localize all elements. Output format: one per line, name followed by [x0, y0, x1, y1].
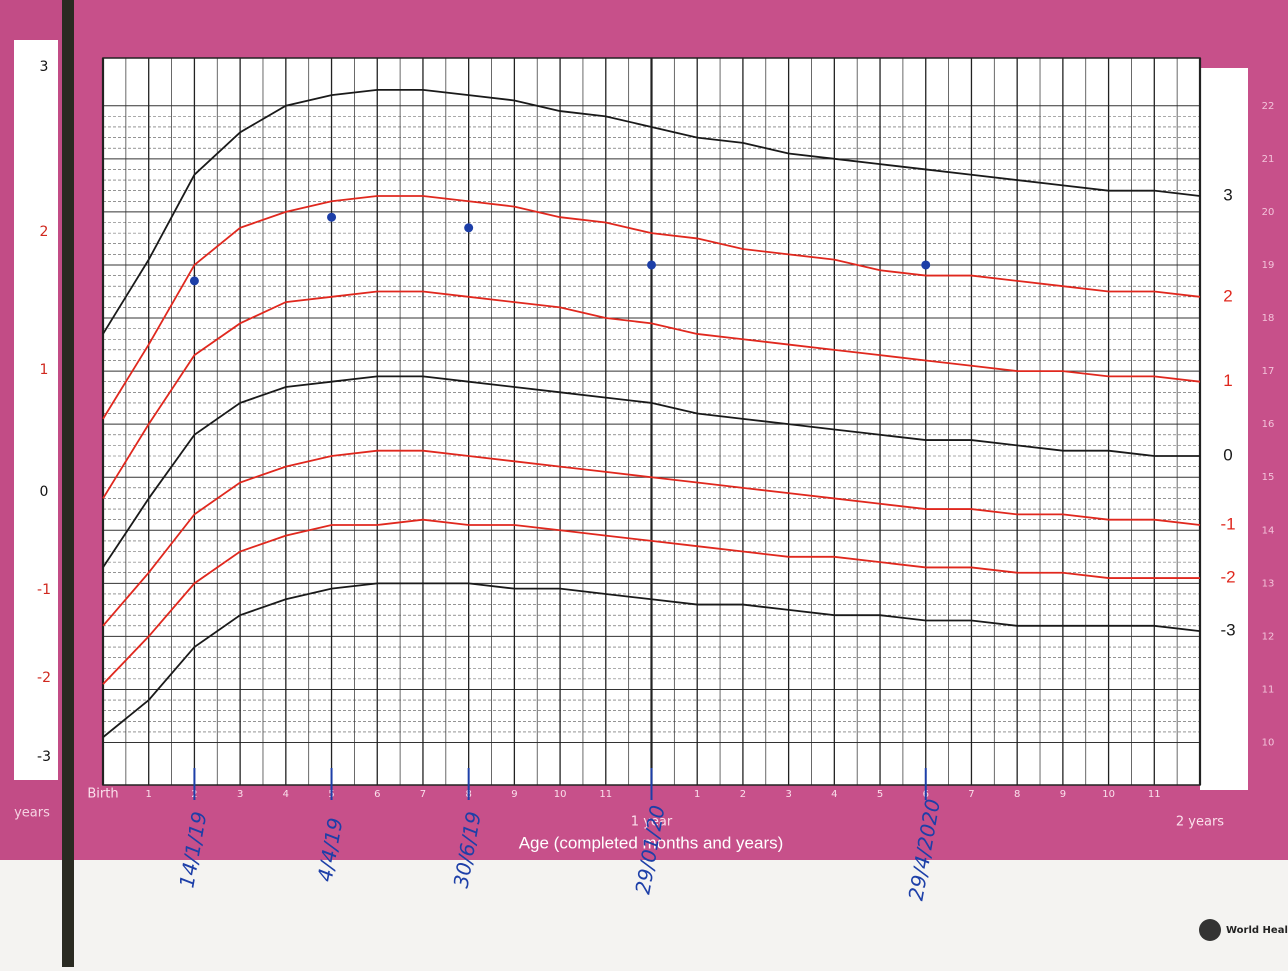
legend-label: -3	[1220, 621, 1235, 640]
x-tick-label: 9	[1060, 789, 1066, 800]
x-tick-label: 1	[694, 789, 700, 800]
y-tick-label: 21	[1262, 154, 1275, 165]
x-tick-label: 11	[1148, 789, 1161, 800]
y-tick-label: 16	[1262, 419, 1275, 430]
x-tick-label: 3	[237, 789, 243, 800]
left-z-label: 3	[40, 59, 49, 75]
x-tick-label: 8	[1014, 789, 1020, 800]
who-name: World Health Organization	[1226, 925, 1288, 936]
y-tick-label: 19	[1262, 260, 1275, 271]
left-z-label: 0	[40, 484, 49, 500]
legend-label: -1	[1220, 514, 1235, 533]
x-tick-label: 7	[968, 789, 974, 800]
y-tick-label: 14	[1262, 525, 1275, 536]
x-tick-label: 6	[374, 789, 380, 800]
measurement-point	[327, 213, 336, 222]
y-tick-label: 22	[1262, 101, 1275, 112]
legend-label: -2	[1220, 568, 1235, 587]
x-tick-label: 4	[831, 789, 837, 800]
y-tick-label: 12	[1262, 631, 1275, 642]
z-panel	[1200, 68, 1248, 790]
x-tick-label: 2	[740, 789, 746, 800]
left-z-label: 2	[40, 224, 49, 240]
binding	[62, 0, 74, 967]
legend-label: 0	[1223, 445, 1232, 464]
measurement-point	[464, 223, 473, 232]
legend-label: 1	[1223, 371, 1232, 390]
x-tick-label: 1	[146, 789, 152, 800]
x-tick-label: 11	[599, 789, 612, 800]
y-tick-label: 13	[1262, 578, 1275, 589]
x-tick-label: 7	[420, 789, 426, 800]
measurement-point	[647, 260, 656, 269]
who-logo	[1199, 919, 1221, 941]
legend-label: 2	[1223, 286, 1232, 305]
y-tick-label: 18	[1262, 313, 1275, 324]
left-panel	[14, 40, 58, 780]
legend-label: 3	[1223, 185, 1232, 204]
x-tick-label: 10	[1102, 789, 1115, 800]
x-tick-label: 4	[283, 789, 289, 800]
y-tick-label: 10	[1262, 738, 1275, 749]
y-tick-label: 17	[1262, 366, 1275, 377]
x-tick-label: 5	[877, 789, 883, 800]
x-tick-label: 2 years	[1176, 815, 1224, 830]
x-tick-label: 9	[511, 789, 517, 800]
left-z-label: -3	[37, 749, 51, 765]
x-tick-label: 3	[785, 789, 791, 800]
x-tick-label: 10	[554, 789, 567, 800]
left-z-label: -2	[37, 670, 51, 686]
y-tick-label: 11	[1262, 684, 1275, 695]
y-tick-label: 20	[1262, 207, 1275, 218]
left-z-label: 1	[40, 362, 49, 378]
measurement-point	[190, 276, 199, 285]
left-axis-label: years	[14, 806, 50, 821]
y-tick-label: 15	[1262, 472, 1275, 483]
chart: Age (completed months and years) years W…	[0, 0, 1288, 967]
measurement-point	[921, 260, 930, 269]
left-z-label: -1	[37, 582, 51, 598]
x-tick-label: Birth	[87, 787, 118, 802]
